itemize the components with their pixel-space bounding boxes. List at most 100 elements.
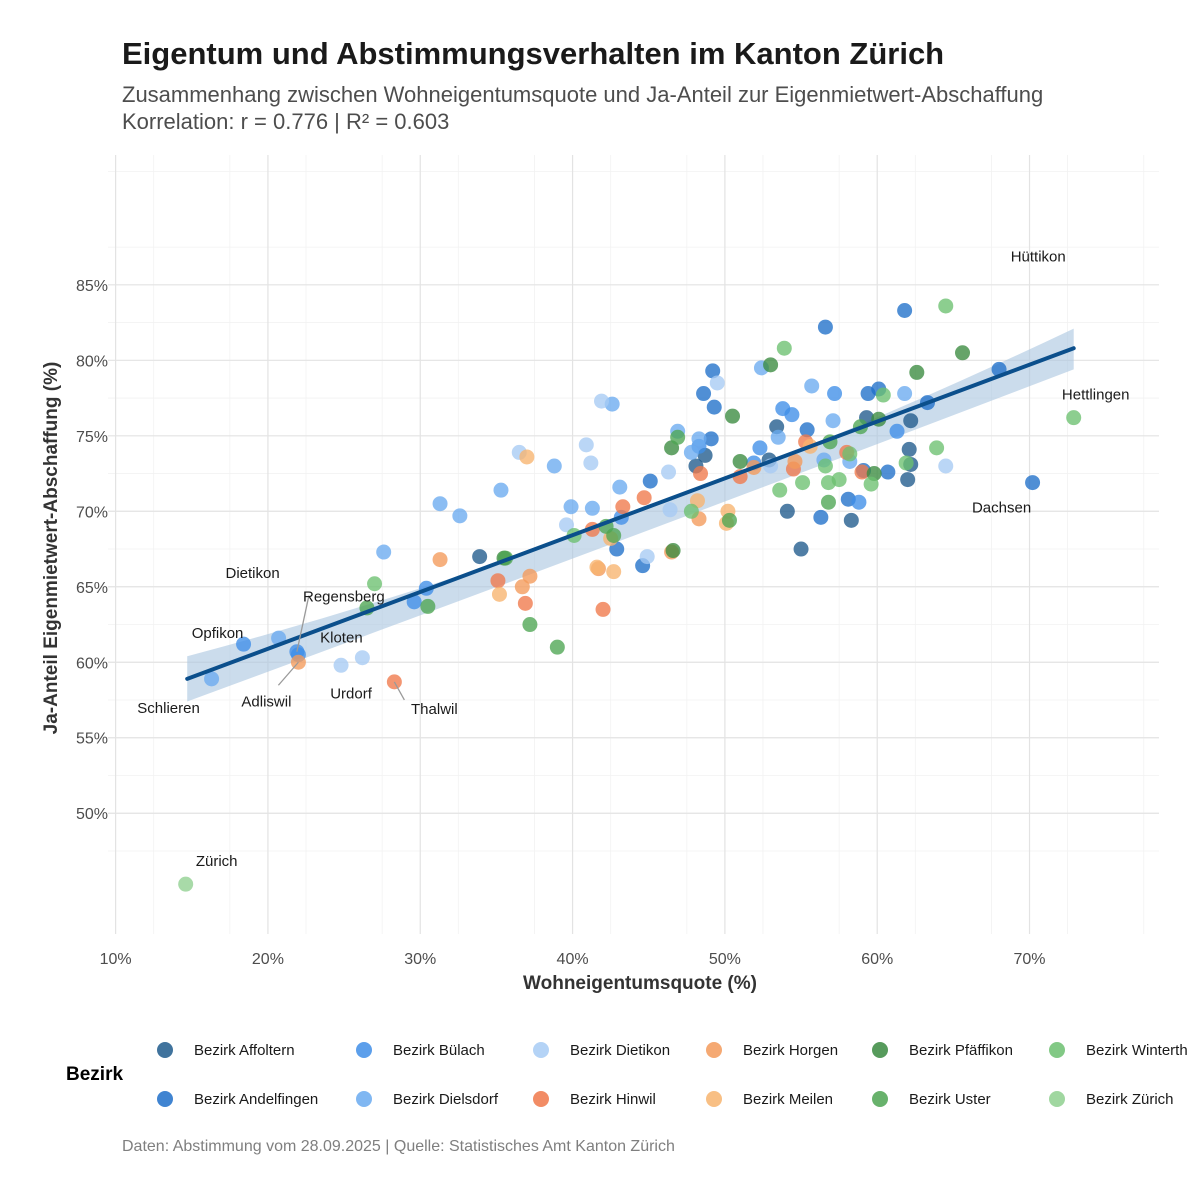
legend-item: Bezirk Dielsdorf — [356, 1087, 498, 1111]
legend-label: Bezirk Bülach — [393, 1041, 485, 1059]
y-tick-label: 75% — [76, 429, 108, 446]
data-point — [670, 429, 686, 445]
data-point — [875, 387, 891, 403]
data-point — [491, 586, 507, 602]
y-tick-label: 55% — [76, 731, 108, 748]
data-point — [612, 479, 628, 495]
legend-label: Bezirk Hinwil — [570, 1090, 656, 1108]
data-point — [691, 431, 707, 447]
data-point — [683, 444, 699, 460]
legend-item: Bezirk Bülach — [356, 1038, 485, 1062]
data-point — [825, 413, 841, 429]
point-labels: Hüttikon Hettlingen Dachsen Regensberg Dieti… — [137, 248, 1129, 870]
data-point — [817, 458, 833, 474]
legend-label: Bezirk Winterth — [1086, 1041, 1188, 1059]
data-point — [900, 472, 916, 488]
data-point — [1066, 410, 1082, 426]
data-point — [938, 298, 954, 314]
data-point — [901, 441, 917, 457]
data-point — [333, 657, 349, 673]
data-point — [406, 594, 422, 610]
legend-title: Bezirk — [66, 1064, 124, 1085]
legend-item: Bezirk Winterth — [1049, 1038, 1188, 1062]
legend-key-dot — [533, 1091, 549, 1107]
axis-ticks: 10% 20% 30% 40% 50% 60% 70% 50% 55% 60% 65% 70% 75% 8… — [76, 278, 1046, 968]
point-label: Hettlingen — [1062, 387, 1130, 404]
y-tick-label: 80% — [76, 353, 108, 370]
data-point — [703, 431, 719, 447]
legend-label: Bezirk Zürich — [1086, 1090, 1174, 1108]
data-point — [517, 595, 533, 611]
data-point — [432, 552, 448, 568]
data-point — [817, 319, 833, 335]
legend-key-dot — [872, 1042, 888, 1058]
data-point — [420, 598, 436, 614]
data-point — [683, 503, 699, 519]
data-point — [522, 617, 538, 633]
regression-line — [185, 346, 1076, 681]
data-point — [432, 496, 448, 512]
data-point — [606, 564, 622, 580]
legend-key-dot — [872, 1091, 888, 1107]
data-point — [236, 636, 252, 652]
data-point — [178, 876, 194, 892]
data-point — [889, 423, 905, 439]
data-point — [615, 499, 631, 515]
point-label: Hüttikon — [1011, 248, 1066, 265]
data-point — [522, 568, 538, 584]
data-point — [514, 579, 530, 595]
grid-lines — [108, 155, 1159, 934]
legend-key-dot — [356, 1042, 372, 1058]
x-tick-label: 60% — [861, 951, 893, 968]
label-leader-line — [393, 681, 405, 701]
data-point — [843, 512, 859, 528]
y-tick-label: 50% — [76, 806, 108, 823]
data-point — [662, 502, 678, 518]
data-point — [696, 386, 712, 402]
x-tick-label: 50% — [709, 951, 741, 968]
data-point — [820, 494, 836, 510]
data-point — [784, 407, 800, 423]
legend-label: Bezirk Meilen — [743, 1090, 834, 1108]
legend-label: Bezirk Horgen — [743, 1041, 839, 1059]
data-point — [842, 446, 858, 462]
data-point — [642, 473, 658, 489]
legend-key-dot — [706, 1042, 722, 1058]
point-label: Adliswil — [241, 693, 291, 710]
data-point — [732, 453, 748, 469]
confidence-band-area — [187, 328, 1074, 702]
data-point — [493, 482, 509, 498]
data-point — [795, 475, 811, 491]
label-leader-line — [277, 661, 299, 686]
data-point — [779, 503, 795, 519]
data-point — [813, 509, 829, 525]
data-point — [709, 375, 725, 391]
x-tick-label: 40% — [557, 951, 589, 968]
data-point — [452, 508, 468, 524]
point-label: Urdorf — [330, 685, 373, 702]
data-point — [519, 449, 535, 465]
x-tick-label: 10% — [100, 951, 132, 968]
data-point — [752, 440, 768, 456]
data-point — [770, 429, 786, 445]
data-point — [854, 464, 870, 480]
point-label: Schlieren — [137, 700, 200, 717]
legend-item: Bezirk Zürich — [1049, 1087, 1174, 1111]
chart-subtitle: Zusammenhang zwischen Wohneigentumsquote… — [122, 82, 1044, 107]
legend-item: Bezirk Meilen — [706, 1087, 833, 1111]
data-point — [636, 490, 652, 506]
data-point — [584, 500, 600, 516]
data-point — [725, 408, 741, 424]
data-point — [772, 482, 788, 498]
legend-key-dot — [706, 1091, 722, 1107]
data-point — [376, 544, 392, 560]
legend-item: Bezirk Pfäffikon — [872, 1038, 1013, 1062]
data-point — [578, 437, 594, 453]
data-point — [787, 453, 803, 469]
data-point — [929, 440, 945, 456]
data-point — [594, 393, 610, 409]
data-point — [898, 455, 914, 471]
x-tick-label: 70% — [1014, 951, 1046, 968]
chart-title: Eigentum und Abstimmungsverhalten im Kan… — [122, 36, 945, 71]
data-point — [661, 464, 677, 480]
